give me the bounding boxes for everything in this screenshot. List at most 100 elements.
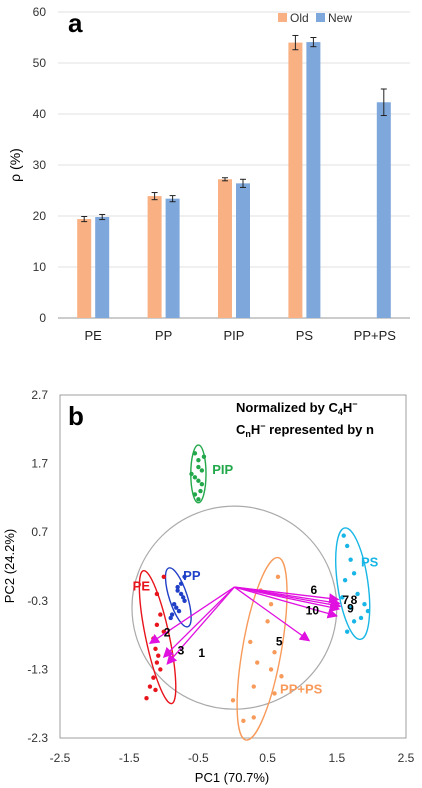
loading-vector-9 — [234, 586, 341, 613]
point-ps — [351, 571, 357, 576]
bar-new-pp — [165, 198, 180, 318]
point-pp-ps — [268, 602, 274, 607]
ellipse-pp-ps — [236, 556, 288, 741]
y-tick-label: 30 — [33, 158, 47, 172]
point-pip — [192, 492, 198, 497]
point-pe — [154, 591, 160, 597]
point-pe — [151, 675, 156, 680]
point-pip — [198, 488, 203, 494]
panel-b-label: b — [68, 401, 84, 431]
point-pip — [196, 497, 201, 502]
normalization-note-line2: CnH− represented by n — [236, 421, 374, 439]
x-tick-label: -2.5 — [50, 751, 71, 765]
point-ps — [342, 578, 348, 583]
point-pe — [158, 667, 163, 672]
ellipse-ps — [335, 527, 371, 641]
x-tick-label: 0.5 — [259, 751, 276, 765]
point-pp — [182, 598, 187, 603]
point-pip — [196, 464, 201, 470]
point-pe — [154, 660, 160, 665]
point-pp — [178, 581, 184, 586]
point-ps — [348, 605, 353, 610]
x-tick-label: 1.5 — [328, 751, 345, 765]
point-ps — [365, 608, 371, 614]
point-pe — [154, 622, 160, 628]
x-tick-label: PE — [85, 328, 103, 343]
y-tick-label: -0.3 — [27, 594, 48, 608]
point-pp — [178, 591, 184, 597]
point-pe — [153, 646, 158, 652]
point-ps — [344, 543, 350, 549]
bar-old-pip — [218, 179, 232, 318]
loading-label-9: 9 — [347, 601, 354, 615]
group-label-pp-ps: PP+PS — [280, 681, 323, 696]
y-tick-label: 1.7 — [31, 457, 48, 471]
point-pp-ps — [275, 574, 281, 579]
legend-label-old: Old — [290, 11, 309, 25]
point-ps — [341, 533, 346, 538]
point-ps — [340, 595, 345, 600]
y-tick-label: 10 — [33, 260, 47, 274]
x-tick-label: -1.5 — [119, 751, 140, 765]
point-ps — [348, 557, 353, 562]
loading-vector-5 — [234, 586, 311, 642]
point-pp-ps — [265, 619, 270, 624]
point-pp — [180, 595, 186, 600]
x-tick-label: PS — [296, 328, 314, 343]
point-pp — [174, 605, 179, 610]
point-pp-ps — [230, 698, 236, 703]
point-pp — [171, 602, 177, 607]
point-pp-ps — [268, 667, 274, 672]
bar-new-pe — [95, 217, 110, 318]
group-label-ps: PS — [361, 555, 379, 570]
y-tick-label: 0 — [39, 311, 46, 325]
y-tick-label: 2.7 — [31, 388, 48, 402]
point-pp-ps — [248, 639, 253, 645]
group-label-pp: PP — [183, 568, 201, 583]
panel-b-pca-plot: -2.5 -1.5 -0.5 0.5 1.5 2.5 -2.3 -1.3 -0.3 0.7 1.7… — [2, 388, 415, 785]
loading-label-10: 10 — [306, 604, 320, 618]
legend-label-new: New — [328, 11, 352, 25]
point-pp-ps — [255, 660, 260, 665]
point-ps — [362, 602, 367, 607]
y-tick-label: -2.3 — [27, 731, 48, 745]
point-ps — [351, 619, 357, 624]
point-ps — [358, 615, 364, 621]
bar-old-ps — [288, 42, 303, 318]
loading-label-2: 2 — [164, 625, 171, 639]
point-pp — [175, 588, 180, 593]
point-pp — [169, 612, 175, 617]
loading-label-6: 6 — [311, 583, 318, 597]
point-pe — [158, 612, 163, 617]
point-pe — [147, 684, 153, 689]
point-pip — [192, 475, 198, 480]
point-pp — [182, 574, 187, 579]
point-pe — [156, 653, 161, 658]
y-tick-label: 50 — [33, 56, 47, 70]
loading-vector-10 — [234, 586, 339, 619]
point-pip — [199, 481, 205, 487]
point-pip — [196, 478, 201, 483]
point-pe — [153, 687, 158, 693]
point-pip — [192, 451, 198, 456]
x-tick-label: PP — [155, 328, 172, 343]
panel-a-label: a — [68, 8, 83, 38]
y-tick-label: -1.3 — [27, 662, 48, 676]
loading-label-7: 7 — [342, 593, 349, 607]
panel-b-y-axis-label: PC2 (24.2%) — [2, 529, 17, 603]
legend-swatch-new — [316, 13, 325, 22]
loading-vector-1 — [166, 586, 235, 665]
group-label-pip: PIP — [212, 462, 233, 477]
y-tick-label: 0.7 — [31, 525, 48, 539]
point-pip — [201, 454, 207, 459]
bar-new-ps — [306, 42, 321, 319]
point-ps — [344, 629, 350, 634]
bar-new-pip — [236, 183, 250, 318]
point-pp — [175, 584, 180, 590]
bar-old-pp — [147, 196, 162, 318]
y-tick-label: 40 — [33, 107, 47, 121]
group-label-pe: PE — [133, 579, 151, 594]
ellipse-pp — [164, 567, 192, 628]
point-pp-ps — [241, 718, 246, 724]
